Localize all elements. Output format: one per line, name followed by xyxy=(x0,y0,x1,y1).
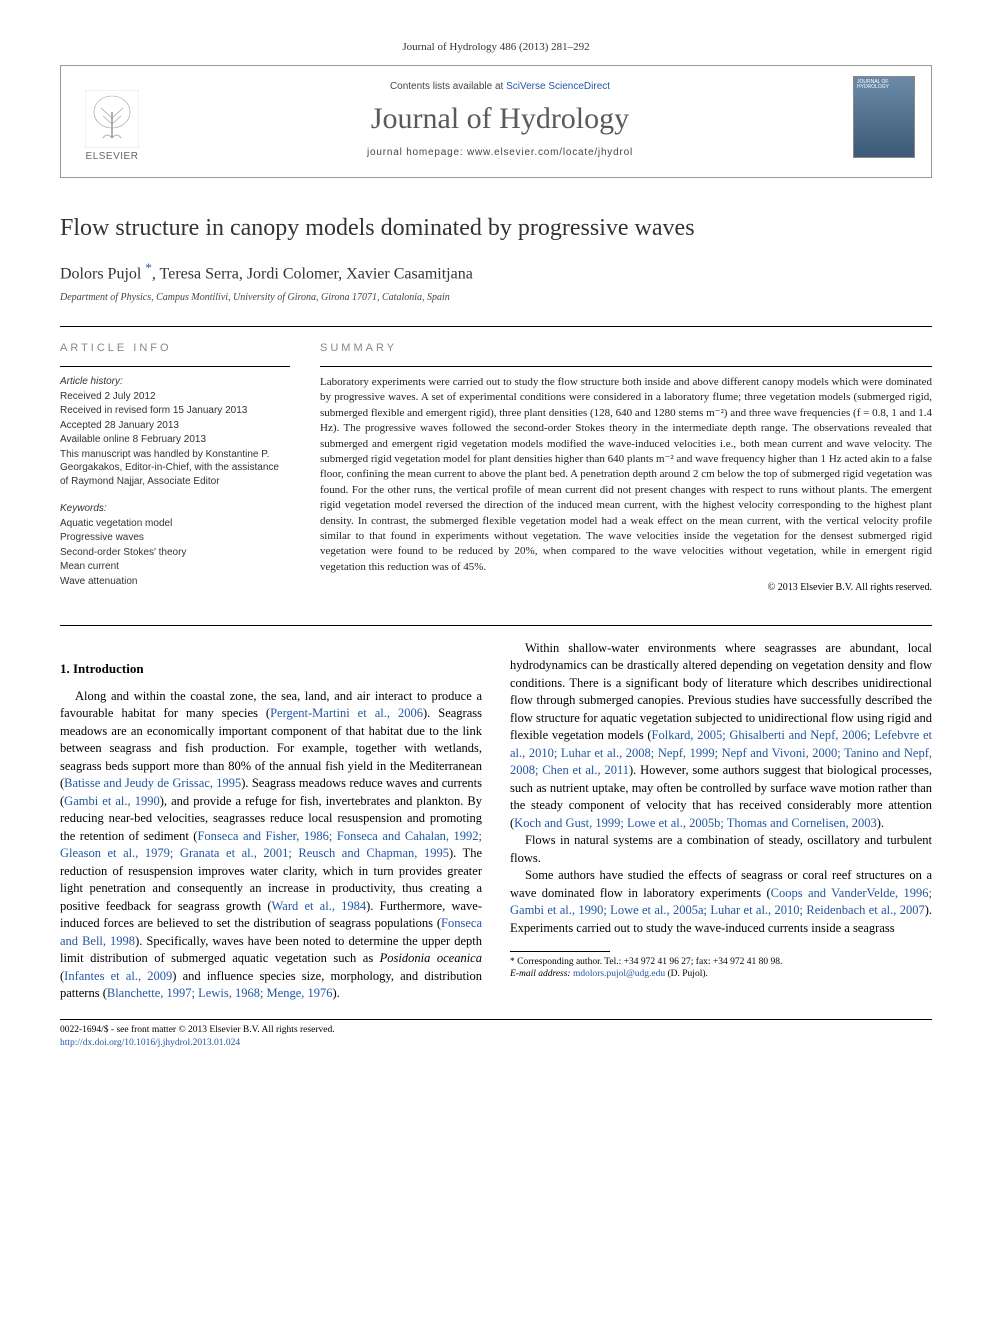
journal-homepage-line: journal homepage: www.elsevier.com/locat… xyxy=(163,146,837,160)
cover-title: JOURNAL OF HYDROLOGY xyxy=(857,80,911,91)
body-two-column: 1. Introduction Along and within the coa… xyxy=(60,640,932,1003)
authors-list: Dolors Pujol *, Teresa Serra, Jordi Colo… xyxy=(60,259,932,285)
keywords-label: Keywords: xyxy=(60,502,290,516)
affiliation: Department of Physics, Campus Montilivi,… xyxy=(60,291,932,305)
email-line: E-mail address: mdolors.pujol@udg.edu (D… xyxy=(510,968,932,980)
article-title: Flow structure in canopy models dominate… xyxy=(60,212,932,244)
rule-top xyxy=(60,326,932,327)
info-summary-row: ARTICLE INFO Article history: Received 2… xyxy=(60,341,932,594)
corresponding-author: * Corresponding author. Tel.: +34 972 41… xyxy=(510,956,932,968)
elsevier-tree-icon xyxy=(85,90,139,148)
section-heading: 1. Introduction xyxy=(60,660,482,678)
summary-heading: SUMMARY xyxy=(320,341,932,356)
article-info-column: ARTICLE INFO Article history: Received 2… xyxy=(60,341,290,594)
body-paragraph: Within shallow-water environments where … xyxy=(510,640,932,833)
keyword: Wave attenuation xyxy=(60,575,290,589)
page-footer: 0022-1694/$ - see front matter © 2013 El… xyxy=(60,1019,932,1050)
rule-info xyxy=(60,366,290,367)
journal-reference: Journal of Hydrology 486 (2013) 281–292 xyxy=(60,40,932,55)
email-link[interactable]: mdolors.pujol@udg.edu xyxy=(573,969,665,979)
keyword: Mean current xyxy=(60,560,290,574)
journal-title: Journal of Hydrology xyxy=(163,99,837,140)
publisher-name: ELSEVIER xyxy=(86,150,139,164)
history-label: Article history: xyxy=(60,375,290,389)
doi-link[interactable]: http://dx.doi.org/10.1016/j.jhydrol.2013… xyxy=(60,1038,240,1048)
contents-prefix: Contents lists available at xyxy=(390,81,506,92)
header-center: Contents lists available at SciVerse Sci… xyxy=(163,76,837,164)
body-paragraph: Along and within the coastal zone, the s… xyxy=(60,688,482,1003)
homepage-prefix: journal homepage: xyxy=(367,147,467,158)
front-matter-line: 0022-1694/$ - see front matter © 2013 El… xyxy=(60,1024,932,1037)
sciencedirect-link[interactable]: SciVerse ScienceDirect xyxy=(506,81,610,92)
history-item: Received 2 July 2012 xyxy=(60,390,290,404)
journal-cover-thumbnail: JOURNAL OF HYDROLOGY xyxy=(853,76,915,158)
email-label: E-mail address: xyxy=(510,969,571,979)
body-paragraph: Flows in natural systems are a combinati… xyxy=(510,832,932,867)
contents-list-line: Contents lists available at SciVerse Sci… xyxy=(163,80,837,94)
summary-text: Laboratory experiments were carried out … xyxy=(320,375,932,575)
summary-copyright: © 2013 Elsevier B.V. All rights reserved… xyxy=(320,581,932,595)
journal-header: ELSEVIER Contents lists available at Sci… xyxy=(60,65,932,179)
history-item: Received in revised form 15 January 2013 xyxy=(60,404,290,418)
summary-column: SUMMARY Laboratory experiments were carr… xyxy=(320,341,932,594)
email-suffix: (D. Pujol). xyxy=(668,969,708,979)
body-paragraph: Some authors have studied the effects of… xyxy=(510,867,932,937)
history-item: Accepted 28 January 2013 xyxy=(60,419,290,433)
article-info-heading: ARTICLE INFO xyxy=(60,341,290,356)
elsevier-logo: ELSEVIER xyxy=(77,76,147,164)
footnote-block: * Corresponding author. Tel.: +34 972 41… xyxy=(510,951,932,981)
keyword: Progressive waves xyxy=(60,531,290,545)
rule-summary xyxy=(320,366,932,367)
history-item: Available online 8 February 2013 xyxy=(60,433,290,447)
keyword: Aquatic vegetation model xyxy=(60,517,290,531)
homepage-url[interactable]: www.elsevier.com/locate/jhydrol xyxy=(467,147,633,158)
rule-below-summary xyxy=(60,625,932,626)
footnote-rule xyxy=(510,951,610,952)
history-item: This manuscript was handled by Konstanti… xyxy=(60,448,290,489)
keyword: Second-order Stokes' theory xyxy=(60,546,290,560)
